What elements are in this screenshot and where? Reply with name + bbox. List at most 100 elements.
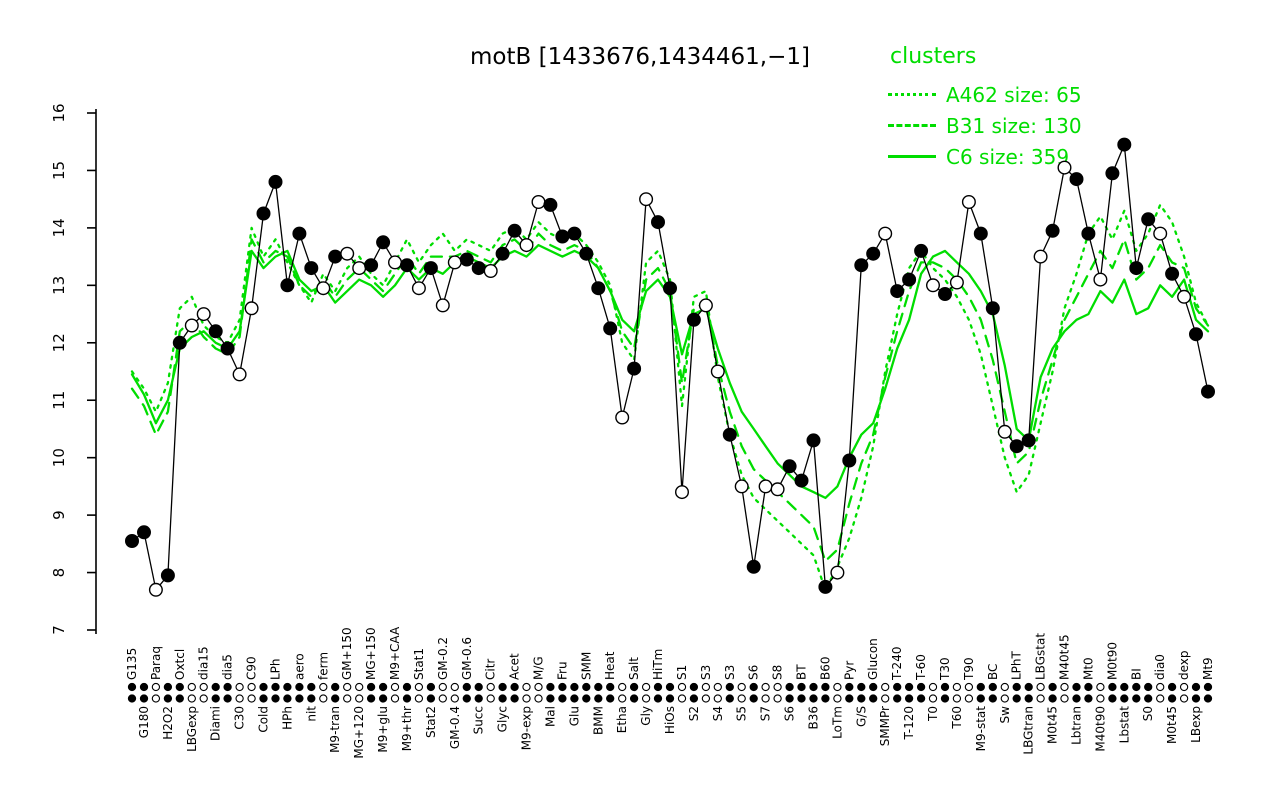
data-point-marker xyxy=(471,261,486,276)
data-point-marker xyxy=(830,565,845,580)
data-point-marker xyxy=(232,367,247,382)
x-tick-label: M40t90 xyxy=(1093,706,1107,752)
x-tick-label: C30 xyxy=(233,706,247,730)
rug-circle xyxy=(904,694,914,703)
rug-circle xyxy=(1108,682,1117,692)
data-point-marker xyxy=(1021,433,1036,448)
data-point-marker xyxy=(926,278,941,293)
x-tick-label: M9+glu xyxy=(376,706,390,753)
x-tick-label: S6 xyxy=(747,665,761,680)
data-point-marker xyxy=(1165,266,1180,281)
data-point-marker xyxy=(686,312,701,327)
x-axis-labels: G135 G180 Paraq H2O2 Oxtcl LBGexp dia15 Diami di… xyxy=(125,626,1215,759)
rug-circle xyxy=(187,682,196,692)
rug-circle xyxy=(904,682,914,692)
data-point-marker xyxy=(1033,249,1048,264)
rug-circle xyxy=(1144,682,1153,692)
rug-circle xyxy=(151,694,161,703)
x-tick-label: LoTm xyxy=(830,706,844,739)
x-tick-label: GM-0.6 xyxy=(460,637,474,680)
y-tick-label: 10 xyxy=(50,448,68,467)
x-tick-label: Lbstat xyxy=(1117,706,1131,744)
rug-circle xyxy=(928,682,938,692)
rug-circle xyxy=(187,694,196,703)
y-tick-label: 9 xyxy=(50,510,68,520)
rug-circle xyxy=(307,694,316,703)
x-tick-label: Citr xyxy=(484,659,498,680)
rug-circle xyxy=(1108,694,1117,703)
rug-circle xyxy=(474,682,483,692)
x-tick-label: dia15 xyxy=(197,646,211,680)
x-tick-label: M0t45 xyxy=(1046,706,1060,744)
rug-circle xyxy=(785,694,794,703)
x-tick-label: Gly xyxy=(639,706,653,726)
x-tick-label: aero xyxy=(292,653,306,680)
data-point-marker xyxy=(268,174,283,189)
rug-circle xyxy=(629,682,639,692)
x-tick-label: SMM xyxy=(579,652,593,680)
rug-circle xyxy=(916,682,926,692)
rug-circle xyxy=(1179,682,1189,692)
rug-circle xyxy=(235,682,244,692)
rug-circle xyxy=(355,694,364,703)
rug-circle xyxy=(175,682,184,692)
rug-circle xyxy=(498,694,507,703)
data-point-marker xyxy=(770,482,785,497)
rug-circle xyxy=(450,682,459,692)
rug-circle xyxy=(665,682,675,692)
x-tick-label: C90 xyxy=(245,656,259,680)
rug-circle xyxy=(1000,682,1009,692)
data-point-marker xyxy=(124,534,139,549)
dotted-line-sample xyxy=(888,93,936,96)
rug-circle xyxy=(952,694,962,703)
rug-circle xyxy=(1203,682,1213,692)
data-point-marker xyxy=(220,341,235,356)
rug-circle xyxy=(833,682,842,692)
rug-circle xyxy=(629,694,639,703)
x-tick-label: MG+120 xyxy=(352,706,366,759)
x-tick-label: LBGtran xyxy=(1022,706,1036,755)
rug-circle xyxy=(331,682,340,692)
rug-circle xyxy=(283,694,292,703)
data-point-marker xyxy=(938,287,953,302)
dashed-line-sample xyxy=(888,124,936,127)
legend-entry-c6: C6 size: 359 xyxy=(888,141,1082,172)
rug-circle xyxy=(869,694,878,703)
rug-circle xyxy=(343,682,352,692)
rug-circle xyxy=(1060,682,1069,692)
x-tick-label: Cold xyxy=(257,706,271,733)
data-point-marker xyxy=(196,307,211,322)
rug-circle xyxy=(641,682,651,692)
rug-circle xyxy=(546,682,555,692)
y-tick-label: 14 xyxy=(50,218,68,237)
data-point-marker xyxy=(388,255,403,270)
x-tick-label: Sw xyxy=(998,706,1012,724)
data-point-marker xyxy=(1117,137,1132,152)
rug-circle xyxy=(821,682,830,692)
rug-circle xyxy=(761,682,770,692)
data-point-marker xyxy=(304,261,319,276)
rug-circle xyxy=(211,682,220,692)
x-tick-label: Stat2 xyxy=(424,706,438,738)
data-point-marker xyxy=(136,525,151,540)
rug-circle xyxy=(582,682,591,692)
rug-circle xyxy=(1179,694,1189,703)
rug-circle xyxy=(295,694,304,703)
rug-circle xyxy=(175,694,184,703)
y-tick-label: 8 xyxy=(50,568,68,578)
data-point-marker xyxy=(316,281,331,296)
data-point-marker xyxy=(208,324,223,339)
rug-circle xyxy=(1120,694,1129,703)
rug-circle xyxy=(940,682,950,692)
rug-circle xyxy=(737,682,746,692)
x-tick-label: HPh xyxy=(280,706,294,730)
rug-circle xyxy=(1191,694,1201,703)
rug-circle xyxy=(474,694,483,703)
rug-circle xyxy=(450,694,459,703)
rug-circle xyxy=(988,682,997,692)
data-point-marker xyxy=(256,206,271,221)
chart-title: motB [1433676,1434461,−1] xyxy=(470,44,810,70)
data-point-marker xyxy=(376,235,391,250)
legend-entry-a462: A462 size: 65 xyxy=(888,79,1082,110)
